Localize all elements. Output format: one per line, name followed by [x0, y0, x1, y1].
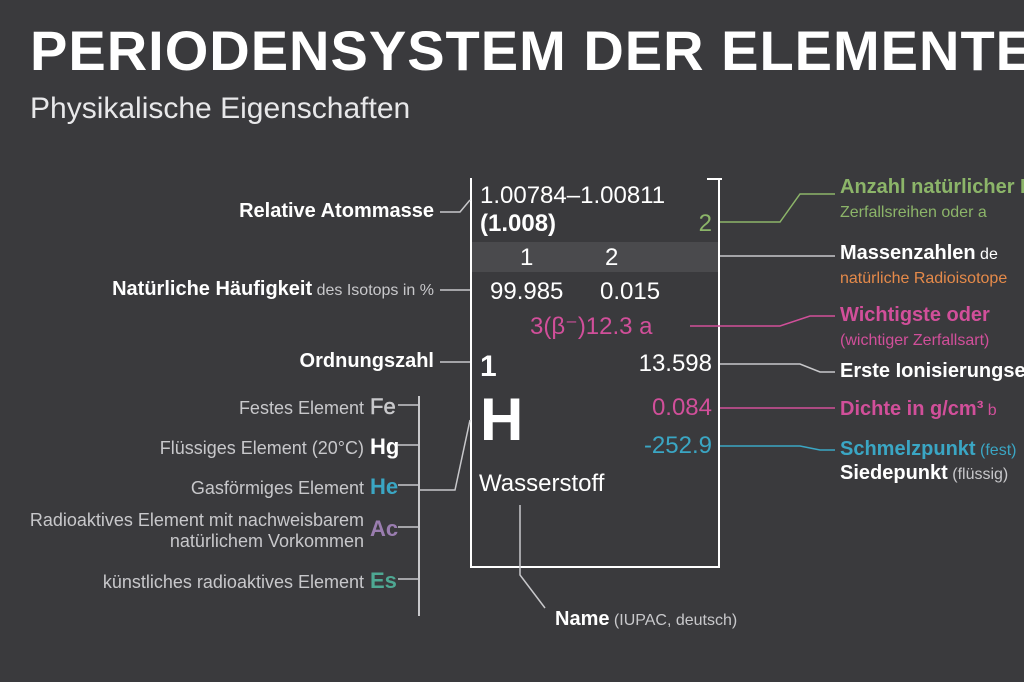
- label-boiling: Siedepunkt (flüssig): [840, 462, 1008, 485]
- label-decay: Wichtigste oder: [840, 304, 990, 327]
- label-mass-numbers: Massenzahlen de: [840, 242, 998, 265]
- legend-liquid-label: Flüssiges Element (20°C): [160, 438, 364, 459]
- label-isotope-count-sub: Zerfallsreihen oder a: [840, 200, 987, 223]
- label-ionization: Erste Ionisierungsenergie: [840, 360, 1024, 383]
- legend-liquid-symbol: Hg: [370, 434, 410, 460]
- isotope-massnum-2: 2: [605, 244, 618, 272]
- atomic-number: 1: [480, 350, 497, 384]
- ionization-energy: 13.598: [639, 350, 712, 378]
- page-title: PERIODENSYSTEM DER ELEMENTE: [30, 18, 1024, 83]
- legend-solid-label: Festes Element: [239, 398, 364, 419]
- isotope-massnum-1: 1: [520, 244, 533, 272]
- legend-gas-label: Gasförmiges Element: [191, 478, 364, 499]
- legend-artificial-label: künstliches radioaktives Element: [103, 572, 364, 593]
- element-name: Wasserstoff: [479, 470, 604, 498]
- label-decay-sub: (wichtiger Zerfallsart): [840, 328, 989, 351]
- element-symbol: H: [480, 390, 523, 450]
- decay-info: 3(β⁻)12.3 a: [530, 312, 653, 341]
- isotope-abund-2: 0.015: [600, 278, 660, 306]
- label-atomic-number: Ordnungszahl: [300, 350, 434, 373]
- label-abundance: Natürliche Häufigkeit des Isotops in %: [112, 278, 434, 301]
- mass-average: (1.008): [480, 210, 556, 238]
- subtitle: Physikalische Eigenschaften: [30, 92, 410, 126]
- label-density: Dichte in g/cm³ b: [840, 398, 997, 421]
- isotope-count: 2: [699, 210, 712, 238]
- label-name: Name (IUPAC, deutsch): [555, 608, 737, 631]
- legend-radioactive-label: Radioaktives Element mit nachweisbarem n…: [4, 510, 364, 552]
- isotope-band: [472, 242, 718, 272]
- mass-range: 1.00784–1.00811: [480, 182, 665, 210]
- legend-radioactive-symbol: Ac: [370, 516, 410, 542]
- legend-gas-symbol: He: [370, 474, 410, 500]
- legend-artificial-symbol: Es: [370, 568, 410, 594]
- density: 0.084: [652, 394, 712, 422]
- label-melting: Schmelzpunkt (fest): [840, 438, 1016, 461]
- legend-bracket: [418, 396, 420, 616]
- boiling-point: -252.9: [644, 432, 712, 460]
- label-mass-numbers-sub: natürliche Radioisotope: [840, 266, 1007, 289]
- legend-solid-symbol: Fe: [370, 394, 410, 420]
- isotope-abund-1: 99.985: [490, 278, 563, 306]
- label-isotope-count: Anzahl natürlicher Isotope: [840, 176, 1024, 199]
- label-atomic-mass: Relative Atommasse: [239, 200, 434, 223]
